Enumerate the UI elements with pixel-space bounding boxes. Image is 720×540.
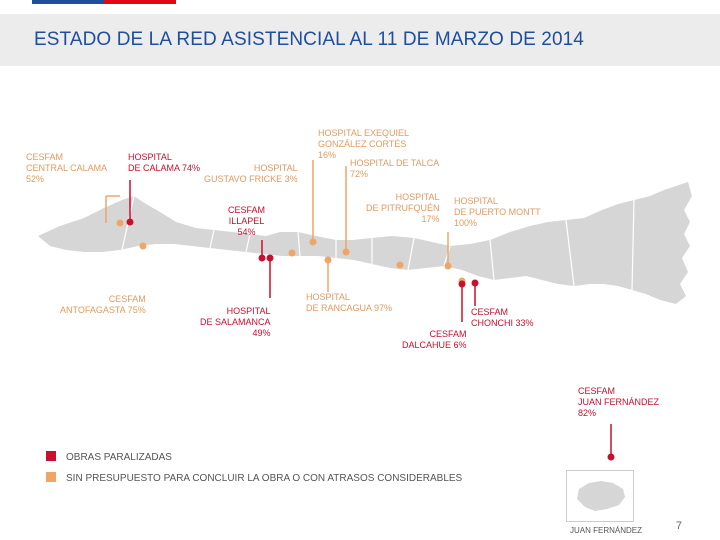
label-hospital-exequiel: HOSPITAL EXEQUIEL GONZÁLEZ CORTÉS 16% <box>318 128 410 160</box>
pin-hospital-pitrufquen-2 <box>444 262 452 270</box>
label-cesfam-juan-fernandez: CESFAM JUAN FERNÁNDEZ 82% <box>578 386 660 418</box>
pin-hospital-talca <box>342 248 350 256</box>
island-inset <box>566 470 634 522</box>
label-cesfam-antofagasta: CESFAM ANTOFAGASTA 75% <box>60 294 146 315</box>
flag-bar <box>32 0 176 4</box>
label-cesfam-illapel: CESFAM ILLAPEL 54% <box>228 205 266 237</box>
legend-delayed-label: SIN PRESUPUESTO PARA CONCLUIR LA OBRA O … <box>66 473 463 484</box>
page-title: ESTADO DE LA RED ASISTENCIAL AL 11 DE MA… <box>34 29 584 50</box>
pin-hospital-salamanca <box>266 254 274 262</box>
landmass <box>38 182 692 304</box>
legend-paralyzed: OBRAS PARALIZADAS <box>46 451 172 463</box>
label-cesfam-dalcahue: CESFAM DALCAHUE 6% <box>402 329 467 350</box>
region-borders <box>121 195 635 291</box>
label-hospital-talca: HOSPITAL DE TALCA 72% <box>350 158 440 179</box>
pin-cesfam-illapel <box>258 254 266 262</box>
legend-orange-square <box>46 472 56 482</box>
flag-red-stripe <box>104 0 176 4</box>
island-map <box>577 481 625 511</box>
pin-cesfam-antofagasta <box>139 242 147 250</box>
header-band <box>0 14 720 66</box>
label-hospital-puerto-montt: HOSPITAL DE PUERTO MONTT 100% <box>454 196 541 228</box>
pin-cesfam-juan-fernandez <box>607 453 615 461</box>
pin-hospital-gustavo-fricke <box>288 249 296 257</box>
island-shape <box>577 481 625 511</box>
label-hospital-rancagua: HOSPITAL DE RANCAGUA 97% <box>306 292 393 313</box>
pin-cesfam-dalcahue <box>458 280 466 288</box>
legend-delayed: SIN PRESUPUESTO PARA CONCLUIR LA OBRA O … <box>46 472 462 484</box>
label-hospital-gustavo-fricke: HOSPITAL GUSTAVO FRICKE 3% <box>204 163 298 184</box>
pin-hospital-rancagua <box>324 256 332 264</box>
legend-red-square <box>46 451 56 461</box>
flag-blue-stripe <box>32 0 104 4</box>
pin-hospital-pitrufquen <box>396 261 404 269</box>
map-pins <box>105 160 615 461</box>
page-number: 7 <box>675 520 682 532</box>
label-cesfam-central-calama: CESFAM CENTRAL CALAMA 52% <box>26 152 108 184</box>
label-cesfam-chonchi: CESFAM CHONCHI 33% <box>471 307 534 328</box>
pin-hospital-calama <box>126 218 134 226</box>
pin-cesfam-chonchi <box>471 279 479 287</box>
pin-cesfam-central-calama <box>116 219 124 227</box>
label-hospital-salamanca: HOSPITAL DE SALAMANCA 49% <box>200 306 271 338</box>
island-caption: JUAN FERNÁNDEZ <box>570 526 643 535</box>
legend-paralyzed-label: OBRAS PARALIZADAS <box>66 452 172 463</box>
label-hospital-pitrufquen: HOSPITAL DE PITRUFQUÉN 17% <box>366 192 440 224</box>
label-hospital-calama: HOSPITAL DE CALAMA 74% <box>128 152 201 173</box>
pin-hospital-exequiel <box>309 238 317 246</box>
